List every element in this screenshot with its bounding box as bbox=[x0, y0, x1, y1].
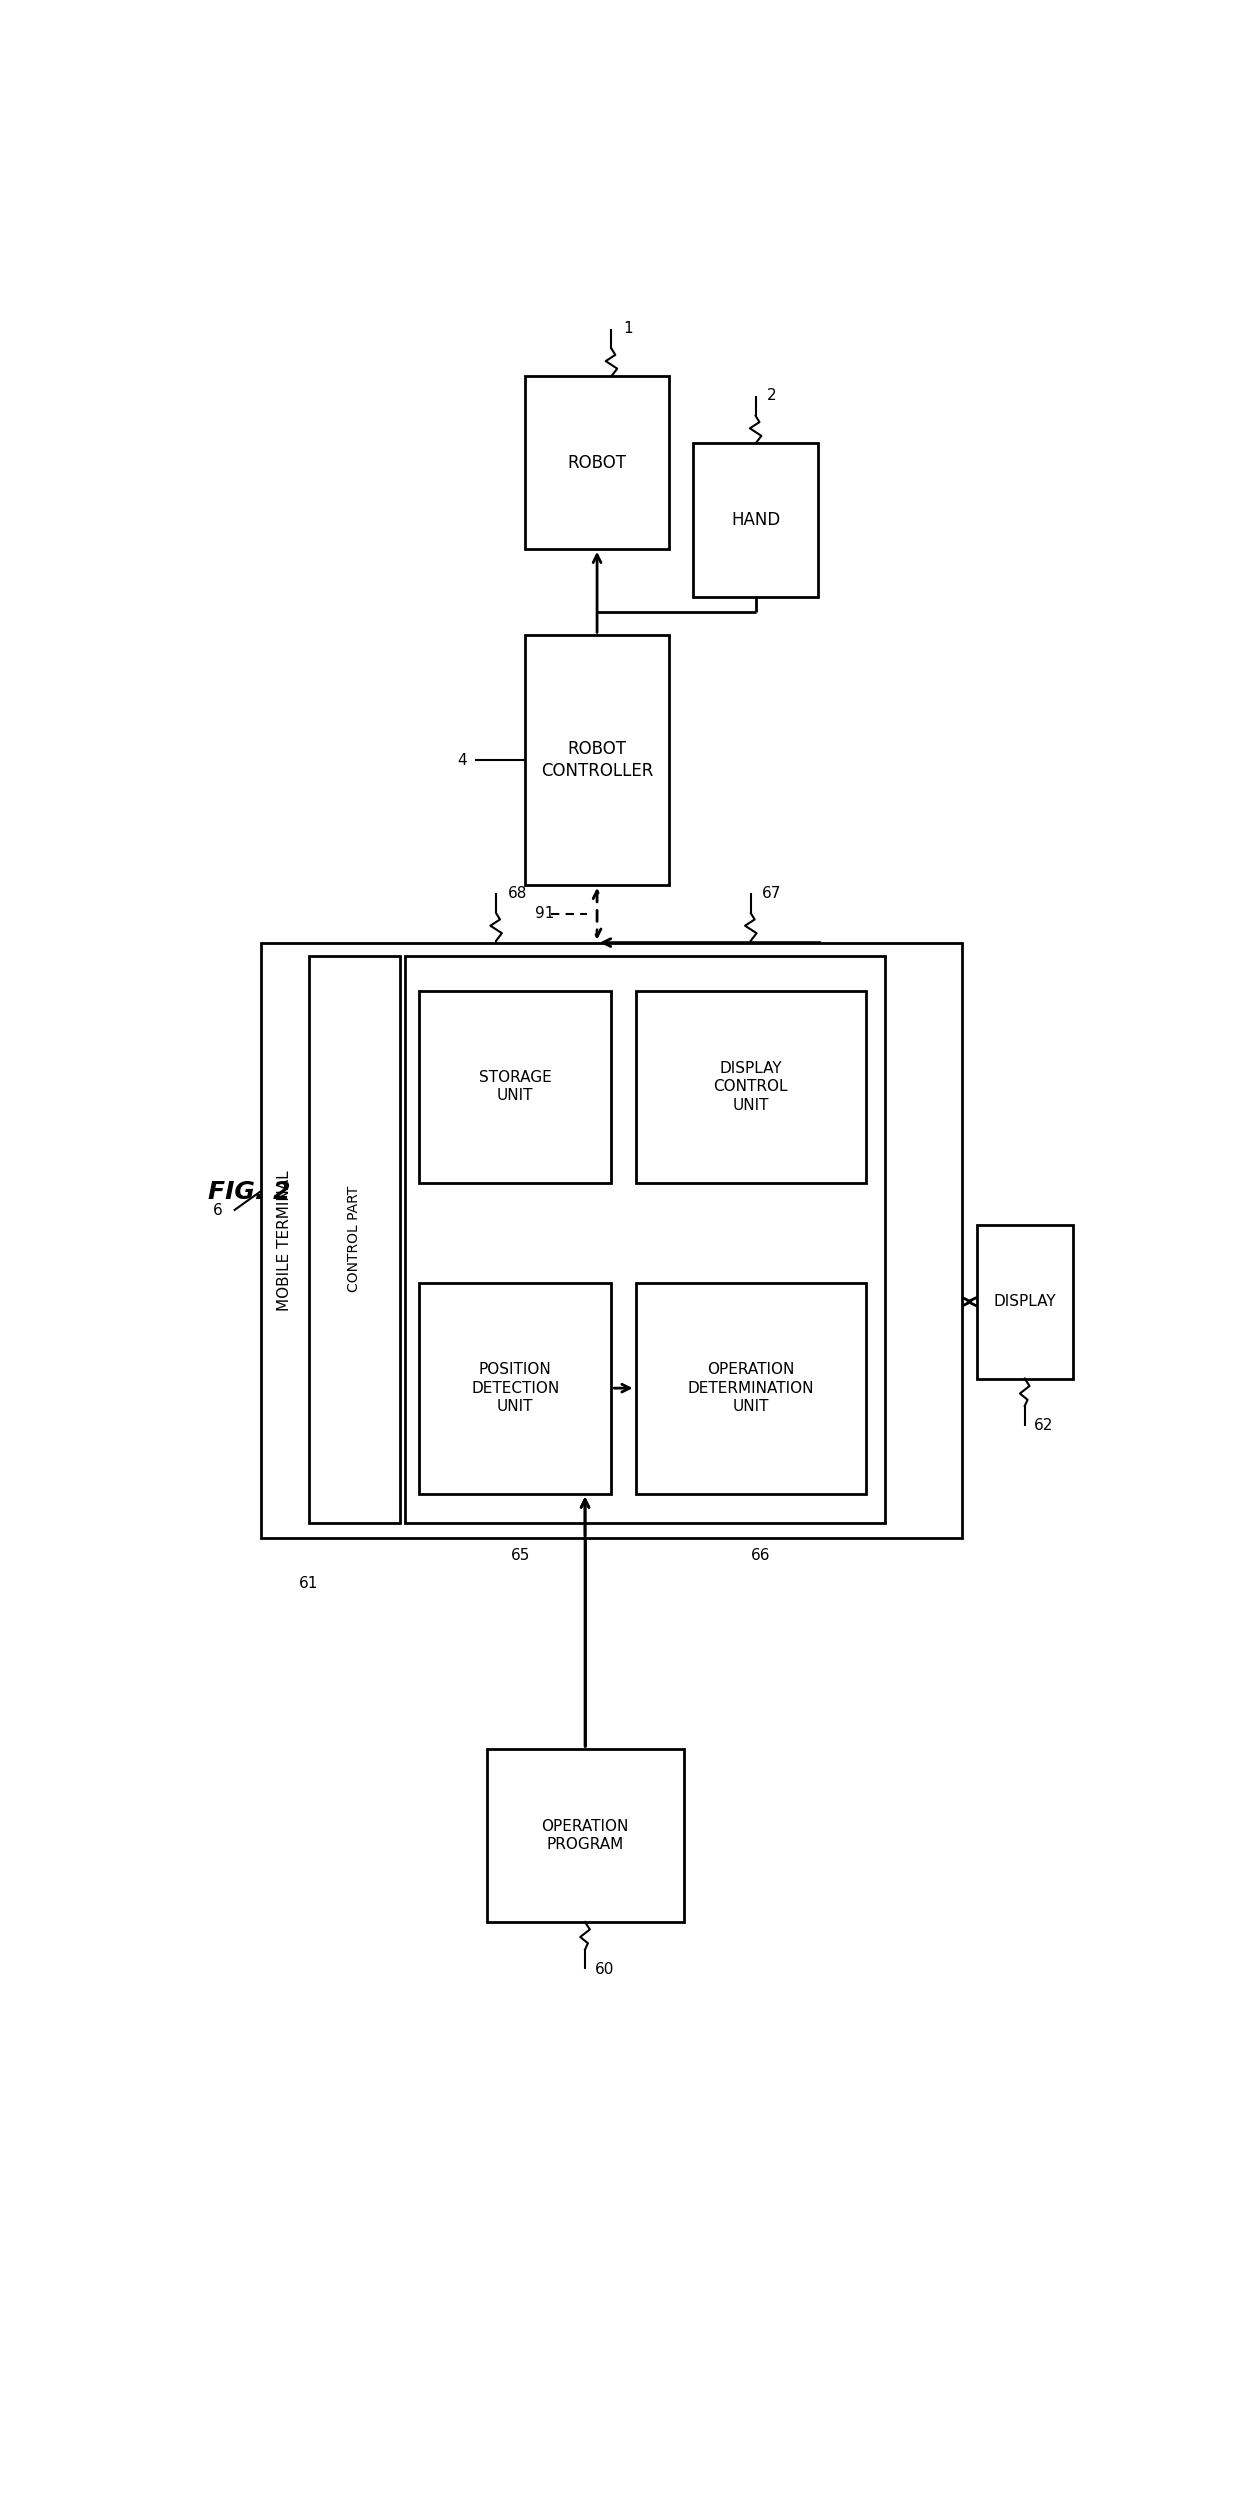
Text: 65: 65 bbox=[511, 1546, 529, 1564]
Text: 1: 1 bbox=[622, 322, 632, 337]
Text: CONTROL PART: CONTROL PART bbox=[347, 1187, 361, 1292]
Bar bbox=[693, 444, 818, 596]
Text: STORAGE
UNIT: STORAGE UNIT bbox=[479, 1070, 552, 1102]
Text: DISPLAY
CONTROL
UNIT: DISPLAY CONTROL UNIT bbox=[713, 1060, 789, 1112]
Bar bbox=[419, 990, 611, 1182]
Bar bbox=[419, 1282, 611, 1494]
Text: HAND: HAND bbox=[732, 511, 780, 529]
Bar bbox=[525, 377, 670, 549]
Text: ROBOT: ROBOT bbox=[568, 454, 626, 471]
Bar bbox=[525, 636, 670, 885]
Bar bbox=[635, 1282, 866, 1494]
Text: 6: 6 bbox=[213, 1202, 222, 1217]
Text: OPERATION
DETERMINATION
UNIT: OPERATION DETERMINATION UNIT bbox=[687, 1362, 815, 1414]
Text: OPERATION
PROGRAM: OPERATION PROGRAM bbox=[542, 1818, 629, 1853]
Bar bbox=[635, 990, 866, 1182]
Bar bbox=[309, 955, 401, 1521]
Text: 4: 4 bbox=[458, 753, 467, 768]
Text: 67: 67 bbox=[763, 885, 781, 900]
Bar bbox=[486, 1748, 683, 1923]
Text: 68: 68 bbox=[507, 885, 527, 900]
Bar bbox=[260, 943, 962, 1539]
Text: MOBILE TERMINAL: MOBILE TERMINAL bbox=[278, 1170, 293, 1309]
Text: 91: 91 bbox=[534, 905, 554, 920]
Text: 61: 61 bbox=[299, 1576, 319, 1591]
Text: 60: 60 bbox=[595, 1963, 614, 1978]
Text: 62: 62 bbox=[1034, 1419, 1054, 1434]
Text: FIG. 2: FIG. 2 bbox=[208, 1180, 290, 1205]
Text: 2: 2 bbox=[768, 389, 776, 404]
Bar bbox=[977, 1225, 1073, 1379]
Bar bbox=[404, 955, 885, 1521]
Text: ROBOT
CONTROLLER: ROBOT CONTROLLER bbox=[541, 741, 653, 781]
Text: DISPLAY: DISPLAY bbox=[993, 1294, 1056, 1309]
Text: POSITION
DETECTION
UNIT: POSITION DETECTION UNIT bbox=[471, 1362, 559, 1414]
Text: 66: 66 bbox=[751, 1546, 770, 1564]
